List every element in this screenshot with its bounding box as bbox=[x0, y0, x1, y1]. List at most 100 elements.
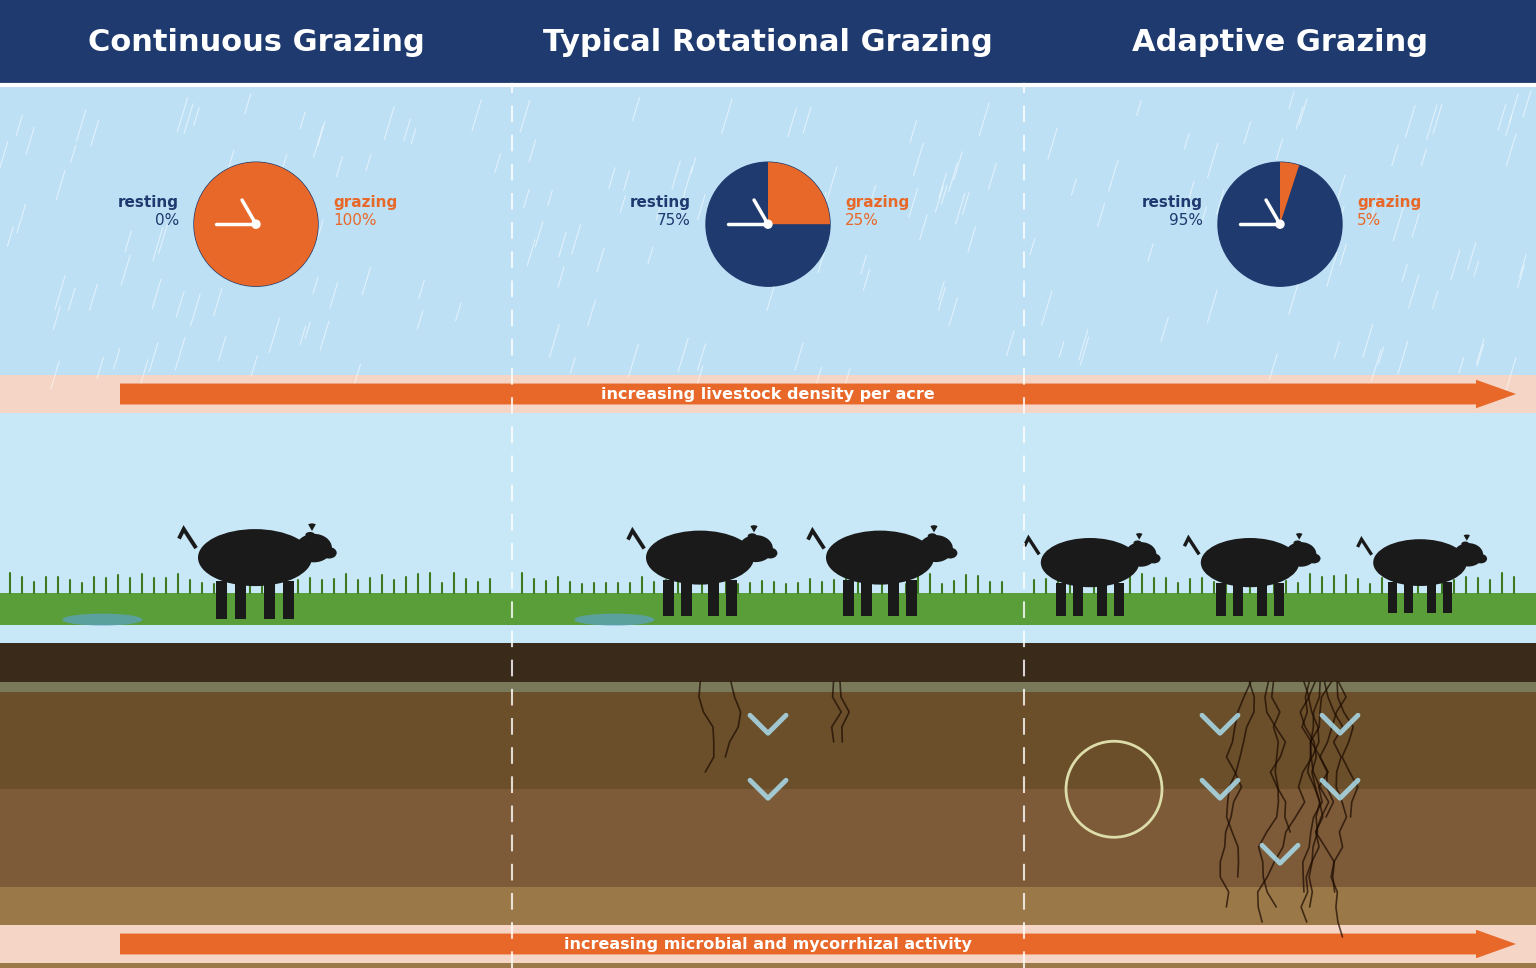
Bar bbox=[1114, 583, 1124, 616]
Bar bbox=[235, 582, 246, 620]
Bar bbox=[1025, 413, 1536, 643]
Ellipse shape bbox=[1475, 554, 1487, 563]
Bar bbox=[1217, 583, 1226, 616]
Text: 0%: 0% bbox=[155, 213, 180, 228]
Ellipse shape bbox=[306, 532, 315, 537]
Bar bbox=[1404, 582, 1413, 614]
Ellipse shape bbox=[1307, 554, 1321, 563]
Circle shape bbox=[707, 163, 829, 287]
Bar bbox=[0, 789, 1536, 887]
Bar bbox=[1097, 583, 1107, 616]
Ellipse shape bbox=[1373, 539, 1467, 586]
FancyBboxPatch shape bbox=[0, 0, 511, 85]
Wedge shape bbox=[931, 526, 937, 532]
Bar bbox=[1273, 583, 1284, 616]
Bar bbox=[1025, 85, 1536, 375]
Bar bbox=[1233, 583, 1243, 616]
Bar bbox=[862, 580, 872, 616]
Bar bbox=[1258, 583, 1267, 616]
Circle shape bbox=[763, 220, 773, 228]
Wedge shape bbox=[1137, 533, 1143, 539]
Text: Adaptive Grazing: Adaptive Grazing bbox=[1132, 28, 1428, 57]
Ellipse shape bbox=[943, 548, 957, 559]
Bar bbox=[0, 375, 1536, 413]
Bar bbox=[1072, 583, 1083, 616]
Ellipse shape bbox=[826, 530, 934, 585]
Text: increasing livestock density per acre: increasing livestock density per acre bbox=[601, 386, 935, 402]
Text: 100%: 100% bbox=[333, 213, 376, 228]
Bar bbox=[0, 413, 511, 643]
Ellipse shape bbox=[748, 533, 757, 539]
Ellipse shape bbox=[1286, 542, 1316, 566]
Text: increasing microbial and mycorrhizal activity: increasing microbial and mycorrhizal act… bbox=[564, 936, 972, 952]
Ellipse shape bbox=[1201, 538, 1299, 588]
Circle shape bbox=[1276, 220, 1284, 228]
Ellipse shape bbox=[1147, 554, 1161, 563]
Ellipse shape bbox=[198, 529, 312, 586]
Ellipse shape bbox=[1461, 541, 1468, 546]
Bar bbox=[1427, 582, 1436, 614]
Bar bbox=[680, 580, 691, 616]
Wedge shape bbox=[768, 163, 829, 225]
Bar bbox=[511, 85, 1025, 375]
Text: 25%: 25% bbox=[845, 213, 879, 228]
Bar bbox=[0, 643, 1536, 692]
Bar bbox=[511, 592, 1025, 624]
Text: grazing: grazing bbox=[1356, 195, 1421, 210]
Wedge shape bbox=[309, 524, 316, 531]
Circle shape bbox=[1218, 163, 1342, 287]
Circle shape bbox=[194, 163, 318, 287]
Bar bbox=[906, 580, 917, 616]
Bar bbox=[888, 580, 899, 616]
Bar bbox=[708, 580, 719, 616]
Bar bbox=[0, 925, 1536, 963]
Ellipse shape bbox=[919, 535, 952, 562]
Ellipse shape bbox=[1041, 538, 1140, 588]
Text: resting: resting bbox=[630, 195, 691, 210]
Wedge shape bbox=[1296, 533, 1303, 539]
Bar bbox=[0, 85, 511, 375]
Ellipse shape bbox=[763, 548, 777, 559]
Text: Typical Rotational Grazing: Typical Rotational Grazing bbox=[544, 28, 992, 57]
Text: 75%: 75% bbox=[657, 213, 691, 228]
Ellipse shape bbox=[739, 535, 773, 562]
Ellipse shape bbox=[321, 547, 336, 559]
Bar bbox=[843, 580, 854, 616]
Wedge shape bbox=[1279, 163, 1299, 225]
Text: resting: resting bbox=[1141, 195, 1203, 210]
FancyArrow shape bbox=[120, 379, 1516, 408]
Ellipse shape bbox=[1126, 542, 1157, 566]
Text: Continuous Grazing: Continuous Grazing bbox=[88, 28, 424, 57]
Ellipse shape bbox=[296, 533, 332, 562]
Bar bbox=[0, 692, 1536, 789]
Bar bbox=[0, 592, 511, 624]
Ellipse shape bbox=[1134, 540, 1141, 545]
Bar bbox=[217, 582, 227, 620]
Bar bbox=[511, 413, 1025, 643]
FancyBboxPatch shape bbox=[511, 0, 1025, 85]
Text: 95%: 95% bbox=[1169, 213, 1203, 228]
Bar bbox=[264, 582, 275, 620]
Bar bbox=[0, 887, 1536, 968]
Wedge shape bbox=[751, 526, 757, 532]
Bar bbox=[283, 582, 293, 620]
Ellipse shape bbox=[1293, 540, 1301, 545]
FancyBboxPatch shape bbox=[1025, 0, 1536, 85]
Text: 5%: 5% bbox=[1356, 213, 1381, 228]
Bar bbox=[1389, 582, 1398, 614]
Ellipse shape bbox=[647, 530, 754, 585]
Bar bbox=[727, 580, 737, 616]
Bar bbox=[1025, 592, 1536, 624]
Wedge shape bbox=[194, 163, 318, 287]
FancyArrow shape bbox=[120, 929, 1516, 958]
Text: grazing: grazing bbox=[845, 195, 909, 210]
Bar bbox=[1442, 582, 1452, 614]
Circle shape bbox=[252, 220, 260, 228]
Text: resting: resting bbox=[118, 195, 180, 210]
Ellipse shape bbox=[1453, 543, 1484, 566]
Wedge shape bbox=[1464, 534, 1470, 541]
Bar bbox=[664, 580, 674, 616]
Bar bbox=[0, 643, 1536, 682]
Bar bbox=[1057, 583, 1066, 616]
Text: grazing: grazing bbox=[333, 195, 398, 210]
